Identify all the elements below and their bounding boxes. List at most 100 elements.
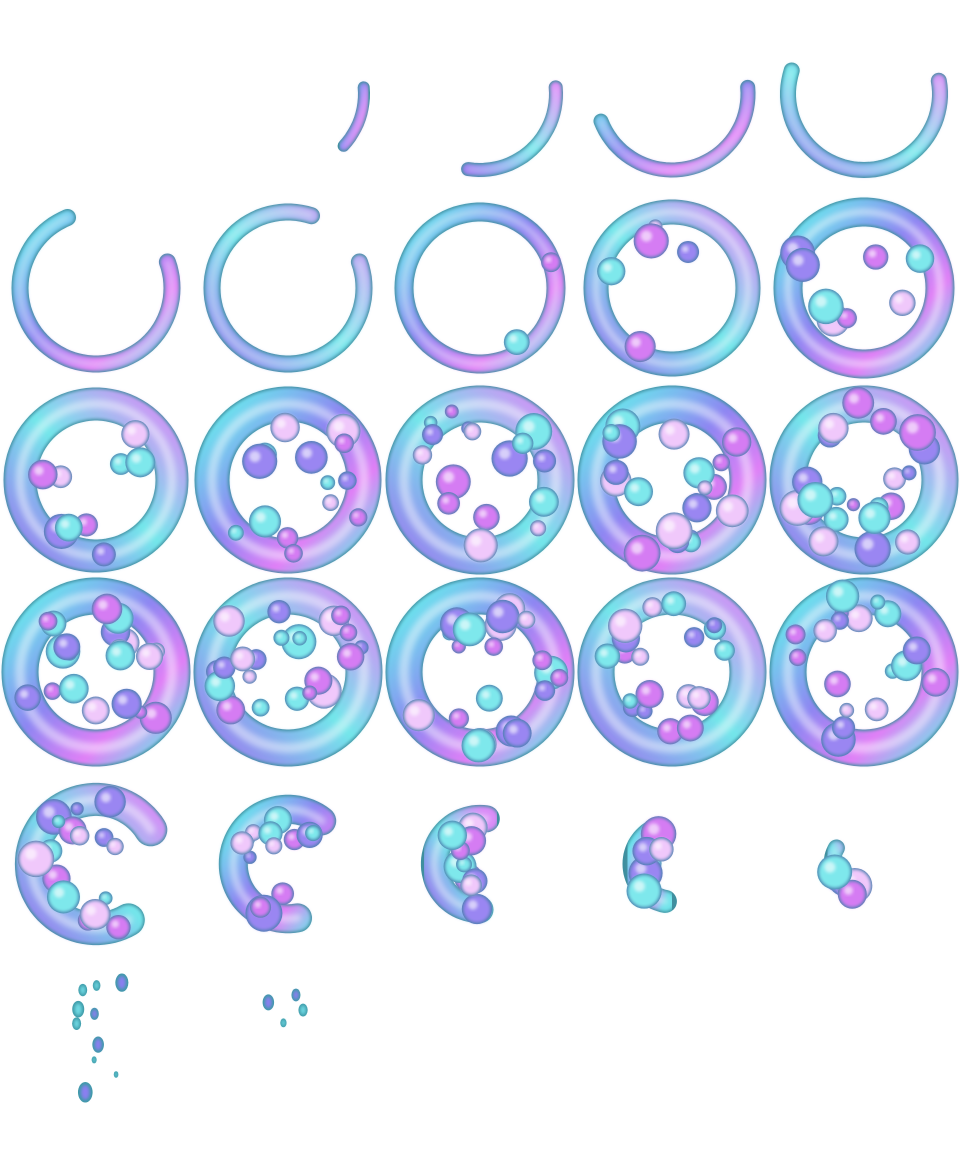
sparkle	[927, 673, 937, 683]
sparkle	[245, 672, 250, 677]
frame	[1, 577, 191, 767]
blob	[798, 483, 832, 517]
blob	[126, 448, 154, 476]
sparkle	[869, 702, 878, 710]
sparkle	[861, 538, 874, 550]
blob	[253, 700, 269, 716]
sparkle	[829, 676, 839, 685]
sparkle	[488, 641, 495, 647]
blob	[536, 681, 554, 700]
sparkle	[790, 628, 797, 635]
blob	[787, 625, 805, 643]
blob	[723, 428, 750, 456]
blob	[81, 900, 110, 929]
blob	[660, 420, 689, 449]
blob	[698, 481, 711, 494]
sparkle	[338, 437, 345, 444]
sparkle	[834, 615, 841, 622]
blob	[843, 388, 873, 418]
frame	[577, 385, 767, 575]
sparkle	[798, 472, 808, 483]
ring-highlight	[14, 590, 178, 754]
sparkle	[409, 705, 420, 716]
blob	[787, 249, 819, 281]
sparkle	[131, 453, 141, 463]
particle-core	[80, 1084, 90, 1100]
blob	[825, 672, 850, 696]
sparkle	[426, 428, 433, 436]
frame	[583, 199, 761, 377]
sparkle	[663, 519, 676, 532]
blob	[922, 669, 949, 696]
sparkle	[290, 691, 298, 700]
sparkle	[481, 690, 490, 699]
blob	[603, 425, 619, 441]
sparkle	[276, 418, 286, 429]
sparkle	[210, 676, 221, 687]
sparkle	[64, 822, 74, 832]
sparkle	[905, 469, 910, 474]
blob	[859, 503, 890, 533]
sparkle	[842, 706, 848, 711]
blob	[604, 461, 628, 484]
blob	[404, 700, 434, 730]
sparkle	[641, 685, 651, 695]
blob	[463, 895, 491, 923]
sparkle	[459, 860, 465, 865]
blob	[717, 495, 748, 526]
blob	[848, 499, 859, 510]
sparkle	[832, 586, 844, 597]
blob	[688, 687, 710, 709]
sparkle	[235, 651, 244, 660]
sparkle	[255, 512, 266, 523]
sparkle	[633, 880, 645, 892]
ring-highlight	[599, 85, 750, 172]
sparkle	[701, 483, 706, 489]
particle-core	[73, 1019, 80, 1029]
sparkle	[219, 611, 230, 622]
sparkle	[716, 457, 722, 463]
blob	[450, 709, 468, 728]
blob	[518, 612, 534, 628]
frame	[262, 988, 308, 1028]
blob	[596, 644, 619, 668]
blob	[890, 291, 915, 315]
ring-body	[781, 64, 947, 177]
sparkle	[875, 413, 885, 422]
blob	[250, 506, 280, 537]
sparkle	[539, 684, 546, 692]
blob	[464, 424, 480, 439]
sparkle	[666, 596, 675, 605]
particle-core	[264, 996, 272, 1009]
blob	[551, 670, 567, 686]
sparkle	[832, 491, 838, 497]
sparkle	[554, 672, 560, 679]
sparkle	[98, 832, 105, 838]
frame	[420, 804, 500, 925]
sparkle	[688, 499, 698, 509]
blob	[323, 495, 338, 510]
blob	[461, 875, 481, 895]
sparkle	[111, 920, 119, 928]
sparkle	[465, 879, 472, 886]
blob	[303, 686, 316, 699]
sparkle	[301, 447, 313, 459]
blob	[818, 856, 851, 888]
blob	[214, 606, 244, 636]
sparkle	[478, 509, 488, 518]
sparkle	[646, 601, 653, 608]
blob	[93, 595, 121, 623]
sparkle	[906, 421, 919, 434]
frame	[385, 577, 575, 767]
sparkle	[911, 250, 921, 260]
blob	[423, 425, 442, 444]
sparkle	[843, 885, 853, 895]
blob	[271, 414, 299, 441]
frame	[14, 782, 168, 946]
sparkle	[102, 894, 106, 899]
blob	[229, 526, 243, 540]
frame	[773, 197, 955, 379]
sparkle	[417, 449, 423, 456]
sparkle	[470, 535, 482, 547]
